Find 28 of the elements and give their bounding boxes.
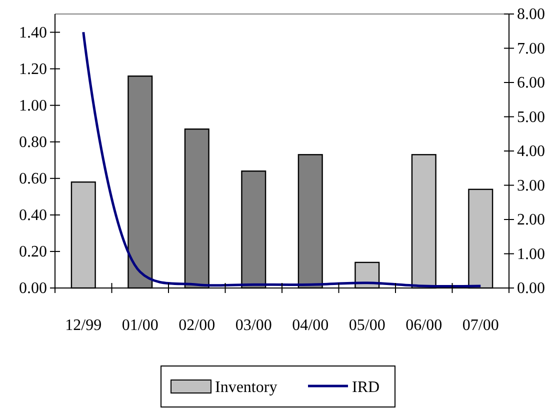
y-tick-label: 0.00 <box>19 280 47 297</box>
y-tick-label: 0.20 <box>19 243 47 260</box>
x-tick-label: 04/00 <box>292 317 329 334</box>
line-series <box>82 30 482 288</box>
y-tick-label: 0.60 <box>19 170 47 188</box>
legend-label: Inventory <box>215 379 278 396</box>
y2-tick-label: 3.00 <box>517 177 545 194</box>
x-tick-label: 01/00 <box>122 317 158 334</box>
y2-tick-label: 6.00 <box>517 74 545 92</box>
x-tick-label: 02/00 <box>178 317 216 334</box>
y2-tick-label: 2.00 <box>517 212 545 228</box>
y2-tick-label: 0.00 <box>517 280 545 297</box>
y2-tick-label: 8.00 <box>517 6 545 23</box>
x-tick-label: 07/00 <box>462 317 499 334</box>
y-tick-label: 1.40 <box>19 24 47 42</box>
x-tick-label: 05/00 <box>348 317 386 334</box>
y2-tick-label: 4.00 <box>517 143 545 160</box>
y-tick-label: 0.80 <box>19 134 47 151</box>
y2-tick-label: 1.00 <box>517 246 545 263</box>
y-tick-label: 0.40 <box>19 206 47 224</box>
y2-tick-label: 5.00 <box>517 108 545 126</box>
x-tick-label: 03/00 <box>235 317 272 334</box>
y2-tick-label: 7.00 <box>517 40 545 58</box>
y-tick-label: 1.00 <box>19 97 47 114</box>
legend-label: IRD <box>352 379 380 396</box>
x-tick-label: 06/00 <box>406 317 442 334</box>
x-tick-label: 12/99 <box>65 317 102 334</box>
y-tick-label: 1.20 <box>19 60 47 78</box>
